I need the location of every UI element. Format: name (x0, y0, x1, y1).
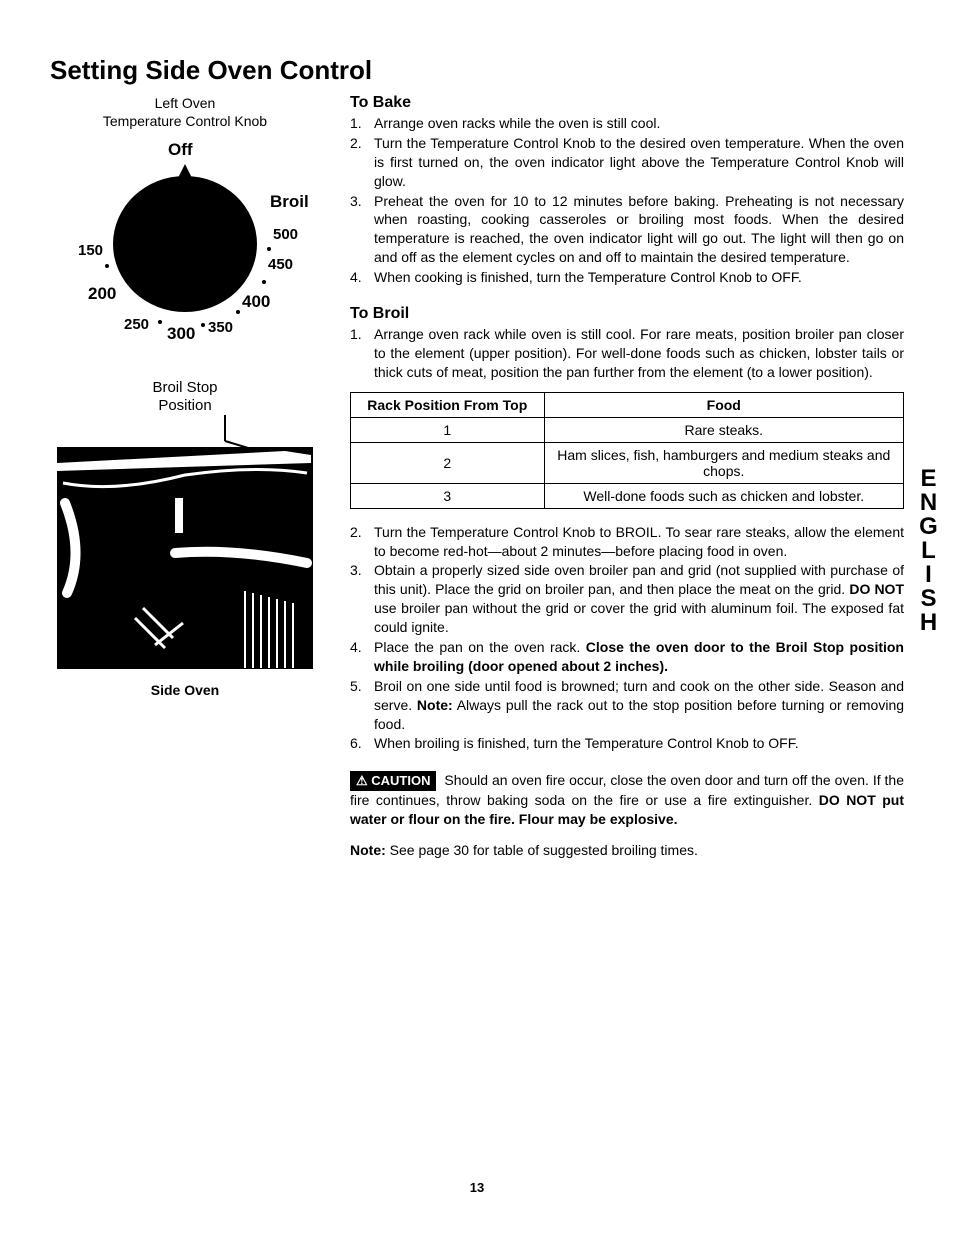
label-450: 450 (268, 256, 293, 273)
table-row: 1 Rare steaks. (351, 417, 904, 442)
note-paragraph: Note: See page 30 for table of suggested… (350, 841, 904, 860)
table-row: 2 Ham slices, fish, hamburgers and mediu… (351, 442, 904, 483)
bake-step: Arrange oven racks while the oven is sti… (350, 114, 904, 133)
broil-stop-caption: Broil Stop Position (50, 379, 320, 415)
broil-step: Obtain a properly sized side oven broile… (350, 561, 904, 637)
table-row: 3 Well-done foods such as chicken and lo… (351, 483, 904, 508)
broil-step: Place the pan on the oven rack. Close th… (350, 638, 904, 676)
left-column: Left Oven Temperature Control Knob Off B… (50, 94, 320, 872)
label-250: 250 (124, 316, 149, 333)
label-off: Off (168, 140, 193, 160)
page-title: Setting Side Oven Control (50, 55, 904, 86)
broil-step: Turn the Temperature Control Knob to BRO… (350, 523, 904, 561)
note-label: Note: (350, 842, 386, 858)
side-oven-diagram (55, 413, 315, 673)
bake-step: Turn the Temperature Control Knob to the… (350, 134, 904, 191)
knob-caption-line1: Left Oven (155, 95, 216, 111)
table-cell: Ham slices, fish, hamburgers and medium … (544, 442, 903, 483)
bake-list: Arrange oven racks while the oven is sti… (350, 114, 904, 287)
bake-step: When cooking is finished, turn the Tempe… (350, 268, 904, 287)
label-400: 400 (242, 292, 270, 312)
label-broil: Broil (270, 192, 309, 212)
note-text: See page 30 for table of suggested broil… (386, 842, 698, 858)
bake-step: Preheat the oven for 10 to 12 minutes be… (350, 192, 904, 268)
caution-paragraph: ⚠ CAUTION Should an oven fire occur, clo… (350, 771, 904, 828)
table-header: Rack Position From Top (351, 392, 545, 417)
broil-step: When broiling is finished, turn the Temp… (350, 734, 904, 753)
table-header: Food (544, 392, 903, 417)
table-cell: Well-done foods such as chicken and lobs… (544, 483, 903, 508)
table-cell: Rare steaks. (544, 417, 903, 442)
page-number: 13 (0, 1180, 954, 1195)
label-500: 500 (273, 226, 298, 243)
label-200: 200 (88, 284, 116, 304)
label-150: 150 (78, 242, 103, 259)
knob-caption-line2: Temperature Control Knob (103, 113, 267, 129)
language-tab: ENGLISH (914, 465, 942, 633)
broil-step: Broil on one side until food is browned;… (350, 677, 904, 734)
temperature-knob-diagram: Off Broil 500 450 400 350 300 250 200 15… (50, 134, 320, 364)
rack-position-table: Rack Position From Top Food 1 Rare steak… (350, 392, 904, 509)
broil-list-top: Arrange oven rack while oven is still co… (350, 325, 904, 382)
broil-stop-line1: Broil Stop (152, 379, 217, 396)
label-300: 300 (167, 324, 195, 344)
table-cell: 2 (351, 442, 545, 483)
side-oven-caption: Side Oven (50, 682, 320, 698)
knob-caption: Left Oven Temperature Control Knob (50, 94, 320, 130)
table-cell: 1 (351, 417, 545, 442)
broil-list-bottom: Turn the Temperature Control Knob to BRO… (350, 523, 904, 754)
table-cell: 3 (351, 483, 545, 508)
broil-stop-line2: Position (158, 397, 211, 414)
right-column: To Bake Arrange oven racks while the ove… (350, 94, 904, 872)
broil-step: Arrange oven rack while oven is still co… (350, 325, 904, 382)
caution-badge: ⚠ CAUTION (350, 771, 436, 791)
broil-title: To Broil (350, 305, 904, 323)
bake-title: To Bake (350, 94, 904, 112)
label-350: 350 (208, 319, 233, 336)
